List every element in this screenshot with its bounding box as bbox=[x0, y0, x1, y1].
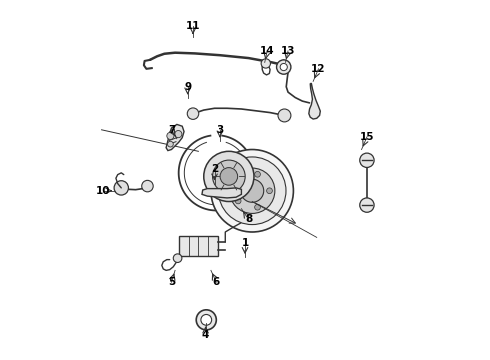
Circle shape bbox=[114, 181, 128, 195]
Text: 1: 1 bbox=[242, 238, 248, 248]
Circle shape bbox=[276, 60, 291, 74]
Circle shape bbox=[235, 198, 241, 204]
Circle shape bbox=[201, 315, 212, 325]
Circle shape bbox=[211, 149, 294, 232]
Circle shape bbox=[168, 141, 173, 147]
Circle shape bbox=[196, 310, 216, 330]
Circle shape bbox=[173, 254, 182, 262]
Text: 4: 4 bbox=[202, 330, 209, 340]
Text: 8: 8 bbox=[245, 215, 252, 224]
Circle shape bbox=[360, 198, 374, 212]
Text: 7: 7 bbox=[168, 125, 175, 135]
Circle shape bbox=[278, 109, 291, 122]
Circle shape bbox=[142, 180, 153, 192]
Circle shape bbox=[167, 132, 174, 139]
Circle shape bbox=[204, 151, 254, 202]
Circle shape bbox=[187, 108, 199, 120]
Circle shape bbox=[241, 179, 264, 202]
Text: 9: 9 bbox=[184, 82, 191, 92]
Circle shape bbox=[220, 168, 238, 185]
Circle shape bbox=[360, 153, 374, 167]
Text: 12: 12 bbox=[311, 64, 326, 74]
Polygon shape bbox=[166, 125, 184, 150]
Text: 11: 11 bbox=[186, 21, 200, 31]
Circle shape bbox=[255, 171, 260, 177]
Circle shape bbox=[267, 188, 272, 194]
Circle shape bbox=[235, 178, 241, 184]
Text: 5: 5 bbox=[168, 277, 175, 287]
Circle shape bbox=[229, 168, 275, 213]
Circle shape bbox=[219, 157, 286, 225]
Text: 3: 3 bbox=[216, 125, 223, 135]
Circle shape bbox=[261, 59, 270, 68]
Polygon shape bbox=[309, 83, 320, 119]
Text: 15: 15 bbox=[360, 132, 374, 142]
Text: 6: 6 bbox=[213, 277, 220, 287]
Text: 13: 13 bbox=[281, 46, 295, 56]
Circle shape bbox=[280, 63, 287, 71]
Circle shape bbox=[213, 160, 245, 193]
Bar bbox=[179, 235, 218, 256]
Text: 10: 10 bbox=[96, 186, 111, 196]
Polygon shape bbox=[202, 188, 242, 198]
Circle shape bbox=[175, 131, 182, 138]
Text: 14: 14 bbox=[260, 46, 274, 56]
Circle shape bbox=[255, 204, 260, 210]
Text: 2: 2 bbox=[211, 164, 218, 174]
